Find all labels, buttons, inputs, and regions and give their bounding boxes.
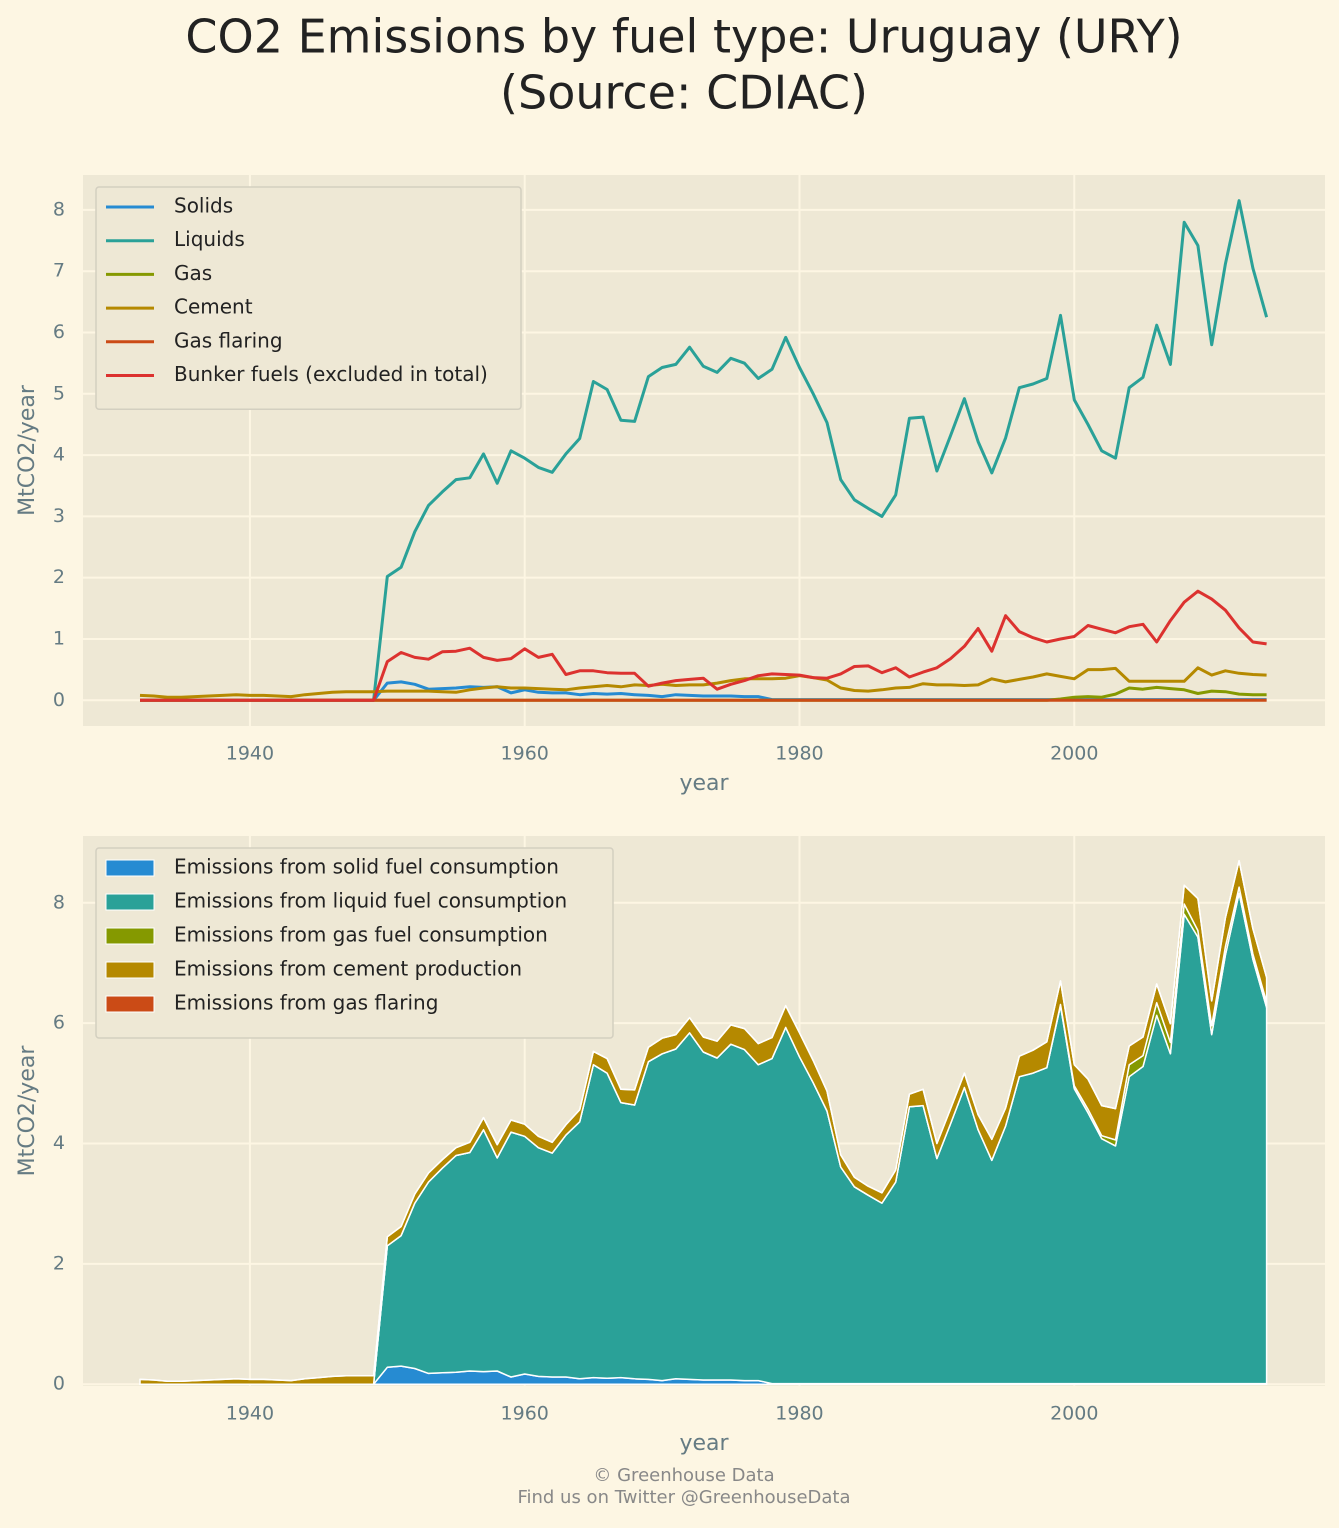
legend-label: Cement bbox=[174, 295, 253, 319]
x-axis-label: year bbox=[679, 771, 729, 796]
series-line bbox=[140, 589, 1267, 702]
title-line: (Source: CDIAC) bbox=[500, 66, 868, 120]
stacked-area bbox=[139, 859, 1268, 1382]
x-tick-label: 1960 bbox=[501, 743, 549, 765]
legend-label: Emissions from gas flaring bbox=[174, 991, 438, 1015]
x-tick-label: 1960 bbox=[501, 1403, 549, 1425]
series-line bbox=[139, 666, 1267, 699]
y-tick-label: 5 bbox=[53, 382, 65, 404]
y-tick-label: 6 bbox=[53, 1012, 65, 1034]
x-tick-label: 1940 bbox=[226, 743, 274, 765]
y-tick-label: 2 bbox=[53, 1252, 65, 1274]
footer-line: © Greenhouse Data bbox=[593, 1465, 774, 1486]
x-tick-label: 1980 bbox=[775, 743, 823, 765]
x-tick-label: 2000 bbox=[1050, 1403, 1098, 1425]
y-tick-label: 7 bbox=[53, 260, 65, 282]
x-tick-label: 1940 bbox=[226, 1403, 274, 1425]
y-axis-label: MtCO2/year bbox=[15, 384, 40, 516]
y-tick-label: 1 bbox=[53, 627, 65, 649]
legend-label: Gas flaring bbox=[174, 328, 283, 352]
y-tick-label: 6 bbox=[53, 321, 65, 343]
legend-swatch bbox=[105, 893, 155, 911]
legend-label: Gas bbox=[174, 261, 212, 285]
legend-label: Emissions from cement production bbox=[174, 957, 522, 981]
legend-label: Emissions from liquid fuel consumption bbox=[174, 889, 567, 913]
footer-line: Find us on Twitter @GreenhouseData bbox=[517, 1487, 850, 1508]
legend-label: Liquids bbox=[174, 227, 245, 251]
x-axis-label: year bbox=[679, 1431, 729, 1456]
title-line: CO2 Emissions by fuel type: Uruguay (URY… bbox=[185, 10, 1182, 64]
x-tick-label: 2000 bbox=[1050, 743, 1098, 765]
y-tick-label: 3 bbox=[53, 505, 65, 527]
y-tick-label: 0 bbox=[53, 1373, 65, 1395]
y-tick-label: 4 bbox=[53, 444, 65, 466]
legend-label: Emissions from gas fuel consumption bbox=[174, 923, 548, 947]
y-tick-label: 8 bbox=[53, 198, 65, 220]
y-tick-label: 8 bbox=[53, 891, 65, 913]
legend-swatch bbox=[105, 961, 155, 979]
legend-label: Bunker fuels (excluded in total) bbox=[174, 362, 488, 386]
legend-box bbox=[95, 847, 614, 1039]
y-tick-label: 4 bbox=[53, 1132, 65, 1154]
y-axis-label: MtCO2/year bbox=[15, 1045, 40, 1177]
legend-swatch bbox=[105, 995, 155, 1013]
y-tick-label: 0 bbox=[53, 689, 65, 711]
legend-label: Solids bbox=[174, 194, 233, 218]
legend-box bbox=[95, 186, 522, 410]
y-tick-label: 2 bbox=[53, 566, 65, 588]
x-tick-label: 1980 bbox=[775, 1403, 823, 1425]
legend-label: Emissions from solid fuel consumption bbox=[174, 855, 559, 879]
legend-swatch bbox=[105, 859, 155, 877]
legend-swatch bbox=[105, 927, 155, 945]
